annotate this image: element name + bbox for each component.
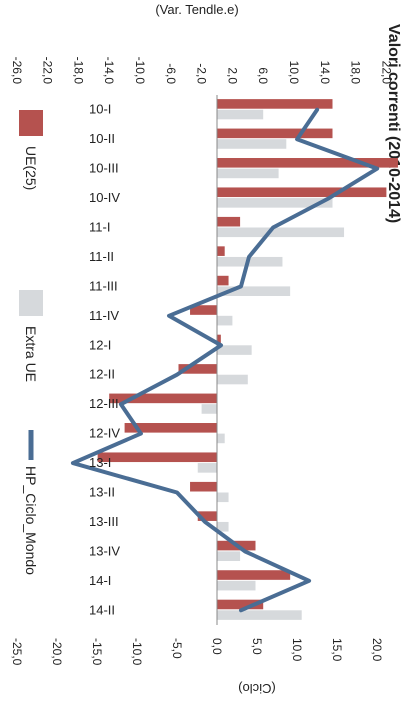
left-tick-label: 10,0	[287, 61, 301, 85]
category-label: 13-IV	[89, 543, 120, 558]
bar-ue-25-	[217, 187, 387, 198]
legend-swatch	[19, 110, 43, 136]
bar-extra-ue	[217, 610, 302, 620]
bar-ue-25-	[217, 99, 333, 109]
right-tick-label: -5,0	[170, 638, 184, 659]
bar-ue-25-	[190, 481, 217, 492]
category-label: 10-II	[89, 131, 115, 146]
category-label: 12-IV	[89, 426, 120, 441]
category-label: 14-II	[89, 602, 115, 617]
chart-title: Valori correnti (2010-2014)	[385, 24, 402, 223]
right-tick-label: -10,0	[130, 638, 144, 666]
category-label: 10-I	[89, 102, 111, 117]
bar-extra-ue	[217, 227, 345, 238]
bar-ue-25-	[217, 570, 291, 580]
category-label: 12-III	[89, 396, 119, 411]
bar-ue-25-	[190, 305, 217, 315]
left-axis-label: (Var. Tendle.e)	[155, 2, 238, 17]
category-label: 13-III	[89, 514, 119, 529]
bar-extra-ue	[217, 492, 229, 503]
right-tick-label: 10,0	[290, 638, 304, 662]
legend: UE(25) Extra UE HP_Ciclo_Mondo	[19, 110, 43, 575]
bar-extra-ue	[216, 109, 264, 120]
right-tick-label: -25,0	[10, 638, 24, 666]
right-axis-ticks: 25,020,015,010,05,00,0-5,0-10,0-15,0-20,…	[10, 638, 384, 666]
left-tick-label: 22,0	[379, 61, 393, 85]
left-axis-ticks: 26,022,018,014,010,06,02,0-2,0-6,0-10,0-…	[10, 57, 394, 85]
bar-extra-ue	[217, 139, 287, 149]
category-label: 13-I	[89, 455, 111, 470]
bar-ue-25-	[217, 216, 241, 227]
left-tick-label: -10,0	[133, 57, 147, 85]
left-tick-label: 18,0	[349, 61, 363, 85]
bar-extra-ue	[216, 315, 233, 326]
left-tick-label: -6,0	[164, 63, 178, 84]
right-tick-label: 15,0	[330, 638, 344, 662]
bar-extra-ue	[216, 345, 252, 355]
left-tick-label: -2,0	[195, 63, 209, 84]
category-label: 13-II	[89, 485, 115, 500]
bar-extra-ue	[217, 580, 256, 591]
legend-label: HP_Ciclo_Mondo	[23, 466, 39, 575]
left-tick-label: 2,0	[225, 67, 239, 84]
legend-swatch	[19, 290, 43, 316]
right-axis-label: (Ciclo)	[238, 681, 276, 696]
bar-extra-ue	[217, 551, 241, 561]
left-tick-label: 6,0	[256, 67, 270, 84]
category-label: 10-IV	[89, 190, 120, 205]
bar-ue-25-	[216, 246, 225, 256]
bar-extra-ue	[216, 433, 225, 444]
category-label: 11-II	[89, 249, 114, 264]
right-tick-label: -20,0	[50, 638, 64, 666]
left-tick-label: 14,0	[318, 61, 332, 85]
left-tick-label: -26,0	[10, 57, 24, 85]
right-tick-label: -15,0	[90, 638, 104, 666]
legend-label: UE(25)	[23, 146, 39, 190]
category-label: 11-III	[89, 278, 118, 293]
bar-ue-25-	[124, 423, 217, 433]
right-tick-label: 0,0	[210, 638, 224, 655]
bar-extra-ue	[217, 521, 229, 532]
left-tick-label: -14,0	[102, 57, 116, 85]
category-label: 11-I	[89, 220, 110, 235]
right-tick-label: 5,0	[250, 638, 264, 655]
bar-ue-25-	[217, 275, 229, 286]
right-tick-label: 20,0	[370, 638, 384, 662]
category-label: 12-II	[89, 367, 115, 382]
bar-extra-ue	[217, 198, 333, 208]
legend-label: Extra UE	[23, 326, 39, 382]
bar-extra-ue	[201, 404, 217, 414]
left-tick-label: -18,0	[71, 57, 85, 85]
bar-extra-ue	[197, 463, 217, 473]
category-label: 14-I	[89, 573, 111, 588]
series-line-hp-ciclo-mondo	[70, 107, 380, 613]
left-tick-label: -22,0	[41, 57, 55, 85]
category-label: 11-IV	[89, 308, 119, 323]
bar-ue-25-	[217, 128, 333, 139]
category-label: 10-III	[89, 161, 119, 176]
bar-extra-ue	[217, 168, 279, 179]
bar-extra-ue	[217, 374, 248, 385]
bar-ue-25-	[97, 452, 217, 463]
category-label: 12-I	[89, 337, 111, 352]
category-labels: 10-I 10-II 10-III 10-IV 11-I 11-II 11-III 11-IV…	[89, 102, 120, 618]
